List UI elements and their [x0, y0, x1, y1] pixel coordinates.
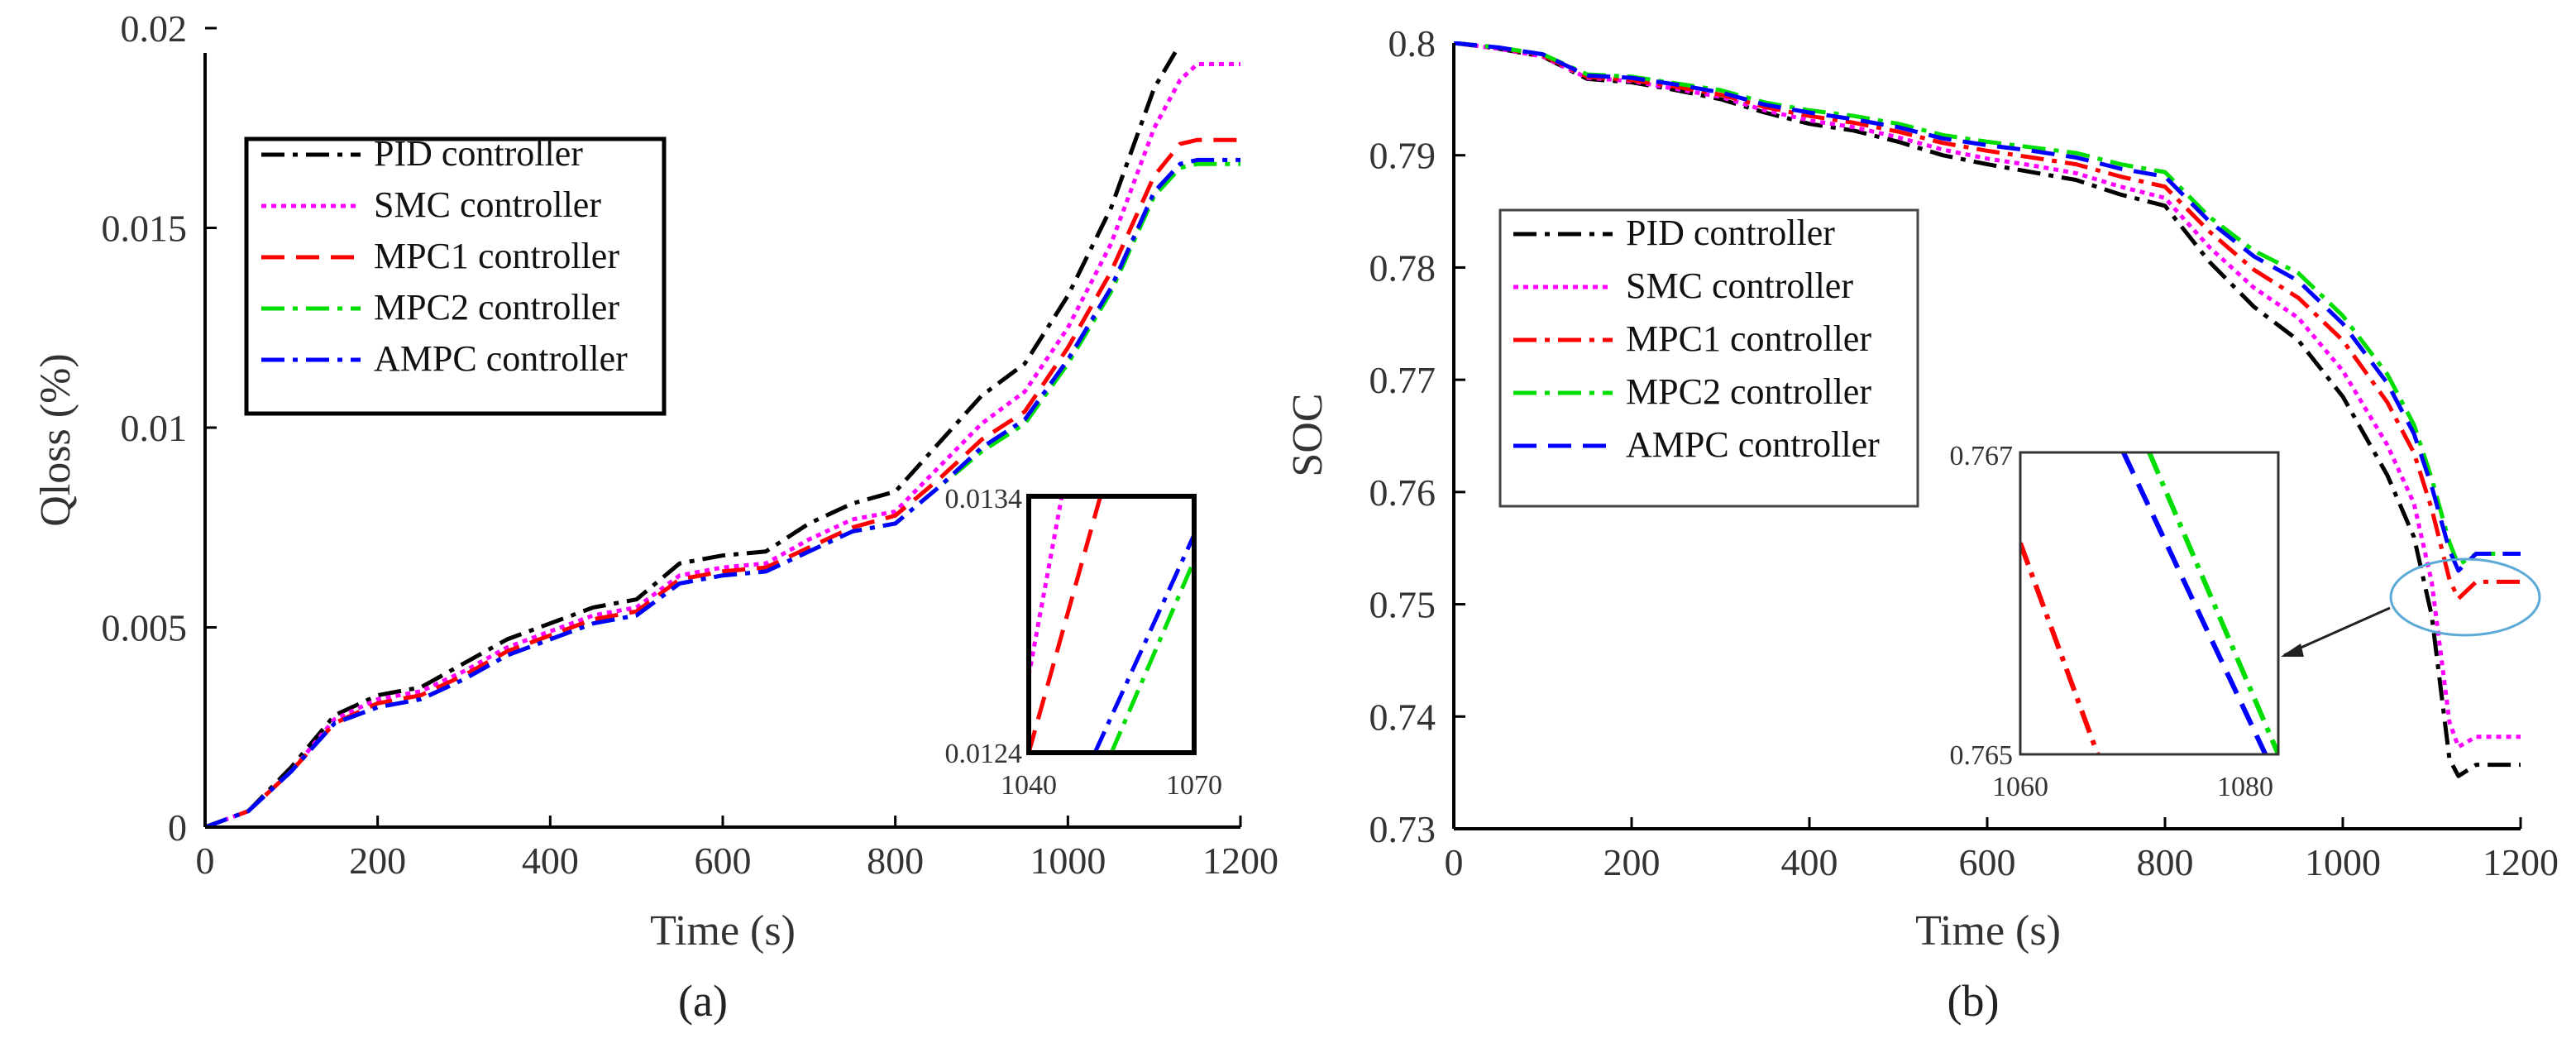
- chart-a-inset-ytick-top: 0.0134: [945, 484, 1023, 514]
- chart-b-legend: PID controller SMC controller MPC1 control…: [1498, 208, 1919, 508]
- chart-b-xtick-label: 200: [1603, 841, 1661, 883]
- chart-b-series-line-mpc1-controller: [1454, 41, 2521, 601]
- chart-a-legend-label: PID controller: [374, 133, 583, 174]
- chart-a-legend: PID controller SMC controller MPC1 control…: [244, 133, 667, 416]
- chart-a: 0 200 400 600 800 1000 1200 0 0.005 0.01 0.015 0.02…: [32, 7, 1278, 1026]
- chart-b-callout-arrow: [2283, 606, 2391, 657]
- chart-b-xlabel: Time (s): [1915, 907, 2061, 954]
- chart-a-xtick-label: 200: [349, 840, 406, 882]
- chart-b-inset-ytick-bottom: 0.765: [1950, 740, 2014, 771]
- chart-b-ylabel: SOC: [1284, 393, 1331, 476]
- chart-a-ytick-label: 0.02: [121, 7, 188, 50]
- chart-a-panel-label: (a): [678, 976, 728, 1026]
- chart-b-ytick-label: 0.8: [1388, 22, 1436, 65]
- chart-b-inset-lines: [2020, 452, 2278, 754]
- chart-b: 0 200 400 600 800 1000 1200 0.73 0.74 0.75 0.76 0.7…: [1284, 22, 2559, 1026]
- chart-b-xtick-label: 800: [2137, 841, 2194, 883]
- chart-a-legend-box: [244, 136, 667, 416]
- chart-a-inset-line-mpc2-controller: [1109, 559, 1194, 753]
- chart-b-inset: 0.767 0.765 1060 1080: [1950, 441, 2280, 802]
- chart-b-xtick-label: 0: [1445, 841, 1464, 883]
- chart-b-ytick-label: 0.74: [1369, 696, 1436, 738]
- chart-a-inset-frame: [1026, 494, 1197, 755]
- chart-b-panel-label: (b): [1948, 976, 2000, 1026]
- chart-b-legend-box: [1498, 208, 1919, 508]
- chart-a-xtick-label: 600: [695, 840, 752, 882]
- chart-a-series-line-ampc-controller: [205, 157, 1240, 826]
- chart-b-inset-ytick-top: 0.767: [1950, 441, 2014, 471]
- chart-b-ytick-label: 0.73: [1369, 808, 1436, 850]
- chart-a-inset-line-smc-controller: [1029, 496, 1064, 677]
- chart-a-xtick-label: 0: [196, 840, 215, 882]
- chart-a-inset-xtick-right: 1070: [1166, 770, 1222, 801]
- chart-a-inset-line-mpc1-controller: [1029, 496, 1103, 753]
- chart-a-inset-lines: [1029, 496, 1194, 753]
- chart-a-inset-line-ampc-controller: [1092, 533, 1194, 753]
- chart-a-ticks: 0 200 400 600 800 1000 1200 0 0.005 0.01 0.015 0.02: [102, 7, 1279, 882]
- chart-b-ytick-label: 0.78: [1369, 246, 1436, 289]
- chart-a-legend-label: SMC controller: [374, 184, 601, 225]
- chart-a-series-group: [205, 51, 1240, 826]
- chart-b-xtick-label: 1000: [2305, 841, 2381, 883]
- chart-b-legend-label: MPC1 controller: [1626, 318, 1871, 359]
- chart-b-ytick-label: 0.79: [1369, 135, 1436, 177]
- chart-a-ytick-label: 0.015: [102, 208, 188, 250]
- chart-a-legend-label: MPC2 controller: [374, 287, 619, 328]
- chart-b-legend-label: AMPC controller: [1626, 424, 1880, 465]
- chart-a-inset-xtick-left: 1040: [1001, 770, 1057, 801]
- chart-b-callout-arrowhead: [2281, 644, 2304, 657]
- chart-b-ytick-label: 0.75: [1369, 584, 1436, 626]
- chart-b-inset-xtick-right: 1080: [2217, 772, 2273, 802]
- chart-b-ytick-label: 0.76: [1369, 471, 1436, 514]
- chart-b-series-group: [1454, 41, 2521, 778]
- chart-b-legend-label: MPC2 controller: [1626, 371, 1871, 412]
- chart-b-inset-line-mpc2-controller: [2147, 452, 2278, 754]
- chart-a-ylabel: Qloss (%): [32, 353, 79, 526]
- chart-b-inset-frame-bg: [2020, 452, 2278, 754]
- chart-a-ytick-label: 0: [168, 806, 187, 849]
- chart-a-series-line-smc-controller: [205, 62, 1240, 826]
- chart-b-ytick-label: 0.77: [1369, 359, 1436, 401]
- chart-a-legend-items: PID controller SMC controller MPC1 control…: [261, 133, 628, 379]
- chart-a-inset-ytick-bottom: 0.0124: [945, 739, 1023, 769]
- chart-b-legend-label: SMC controller: [1626, 266, 1853, 306]
- chart-b-series-line-mpc2-controller: [1454, 41, 2521, 567]
- chart-a-xtick-label: 1000: [1030, 840, 1106, 882]
- chart-a-xtick-label: 400: [522, 840, 579, 882]
- chart-b-inset-frame: [2019, 451, 2280, 756]
- chart-b-inset-line-ampc-controller: [2121, 452, 2268, 754]
- chart-a-ytick-label: 0.005: [102, 607, 188, 649]
- chart-b-series-line-ampc-controller: [1454, 41, 2521, 573]
- chart-a-inset: 0.0134 0.0124 1040 1070: [945, 484, 1223, 801]
- chart-b-inset-xtick-left: 1060: [1992, 772, 2048, 802]
- chart-b-ticks: 0 200 400 600 800 1000 1200 0.73 0.74 0.75 0.76 0.7…: [1369, 22, 2559, 883]
- chart-a-legend-label: MPC1 controller: [374, 236, 619, 276]
- chart-a-xtick-label: 800: [867, 840, 924, 882]
- chart-b-legend-items: PID controller SMC controller MPC1 control…: [1513, 213, 1880, 465]
- chart-b-series-line-smc-controller: [1454, 41, 2521, 749]
- chart-b-xtick-label: 600: [1959, 841, 2016, 883]
- chart-b-legend-label: PID controller: [1626, 213, 1835, 253]
- chart-a-xtick-label: 1200: [1202, 840, 1278, 882]
- chart-a-ytick-label: 0.01: [121, 407, 188, 449]
- chart-b-highlight-ellipse: [2389, 557, 2541, 637]
- chart-b-xtick-label: 1200: [2483, 841, 2559, 883]
- chart-a-xlabel: Time (s): [650, 907, 796, 954]
- chart-a-series-line-mpc1-controller: [205, 137, 1240, 826]
- chart-a-series-line-pid-controller: [205, 51, 1178, 826]
- chart-b-inset-line-mpc1-controller: [2020, 542, 2100, 754]
- chart-a-legend-label: AMPC controller: [374, 338, 628, 379]
- chart-b-xtick-label: 400: [1781, 841, 1838, 883]
